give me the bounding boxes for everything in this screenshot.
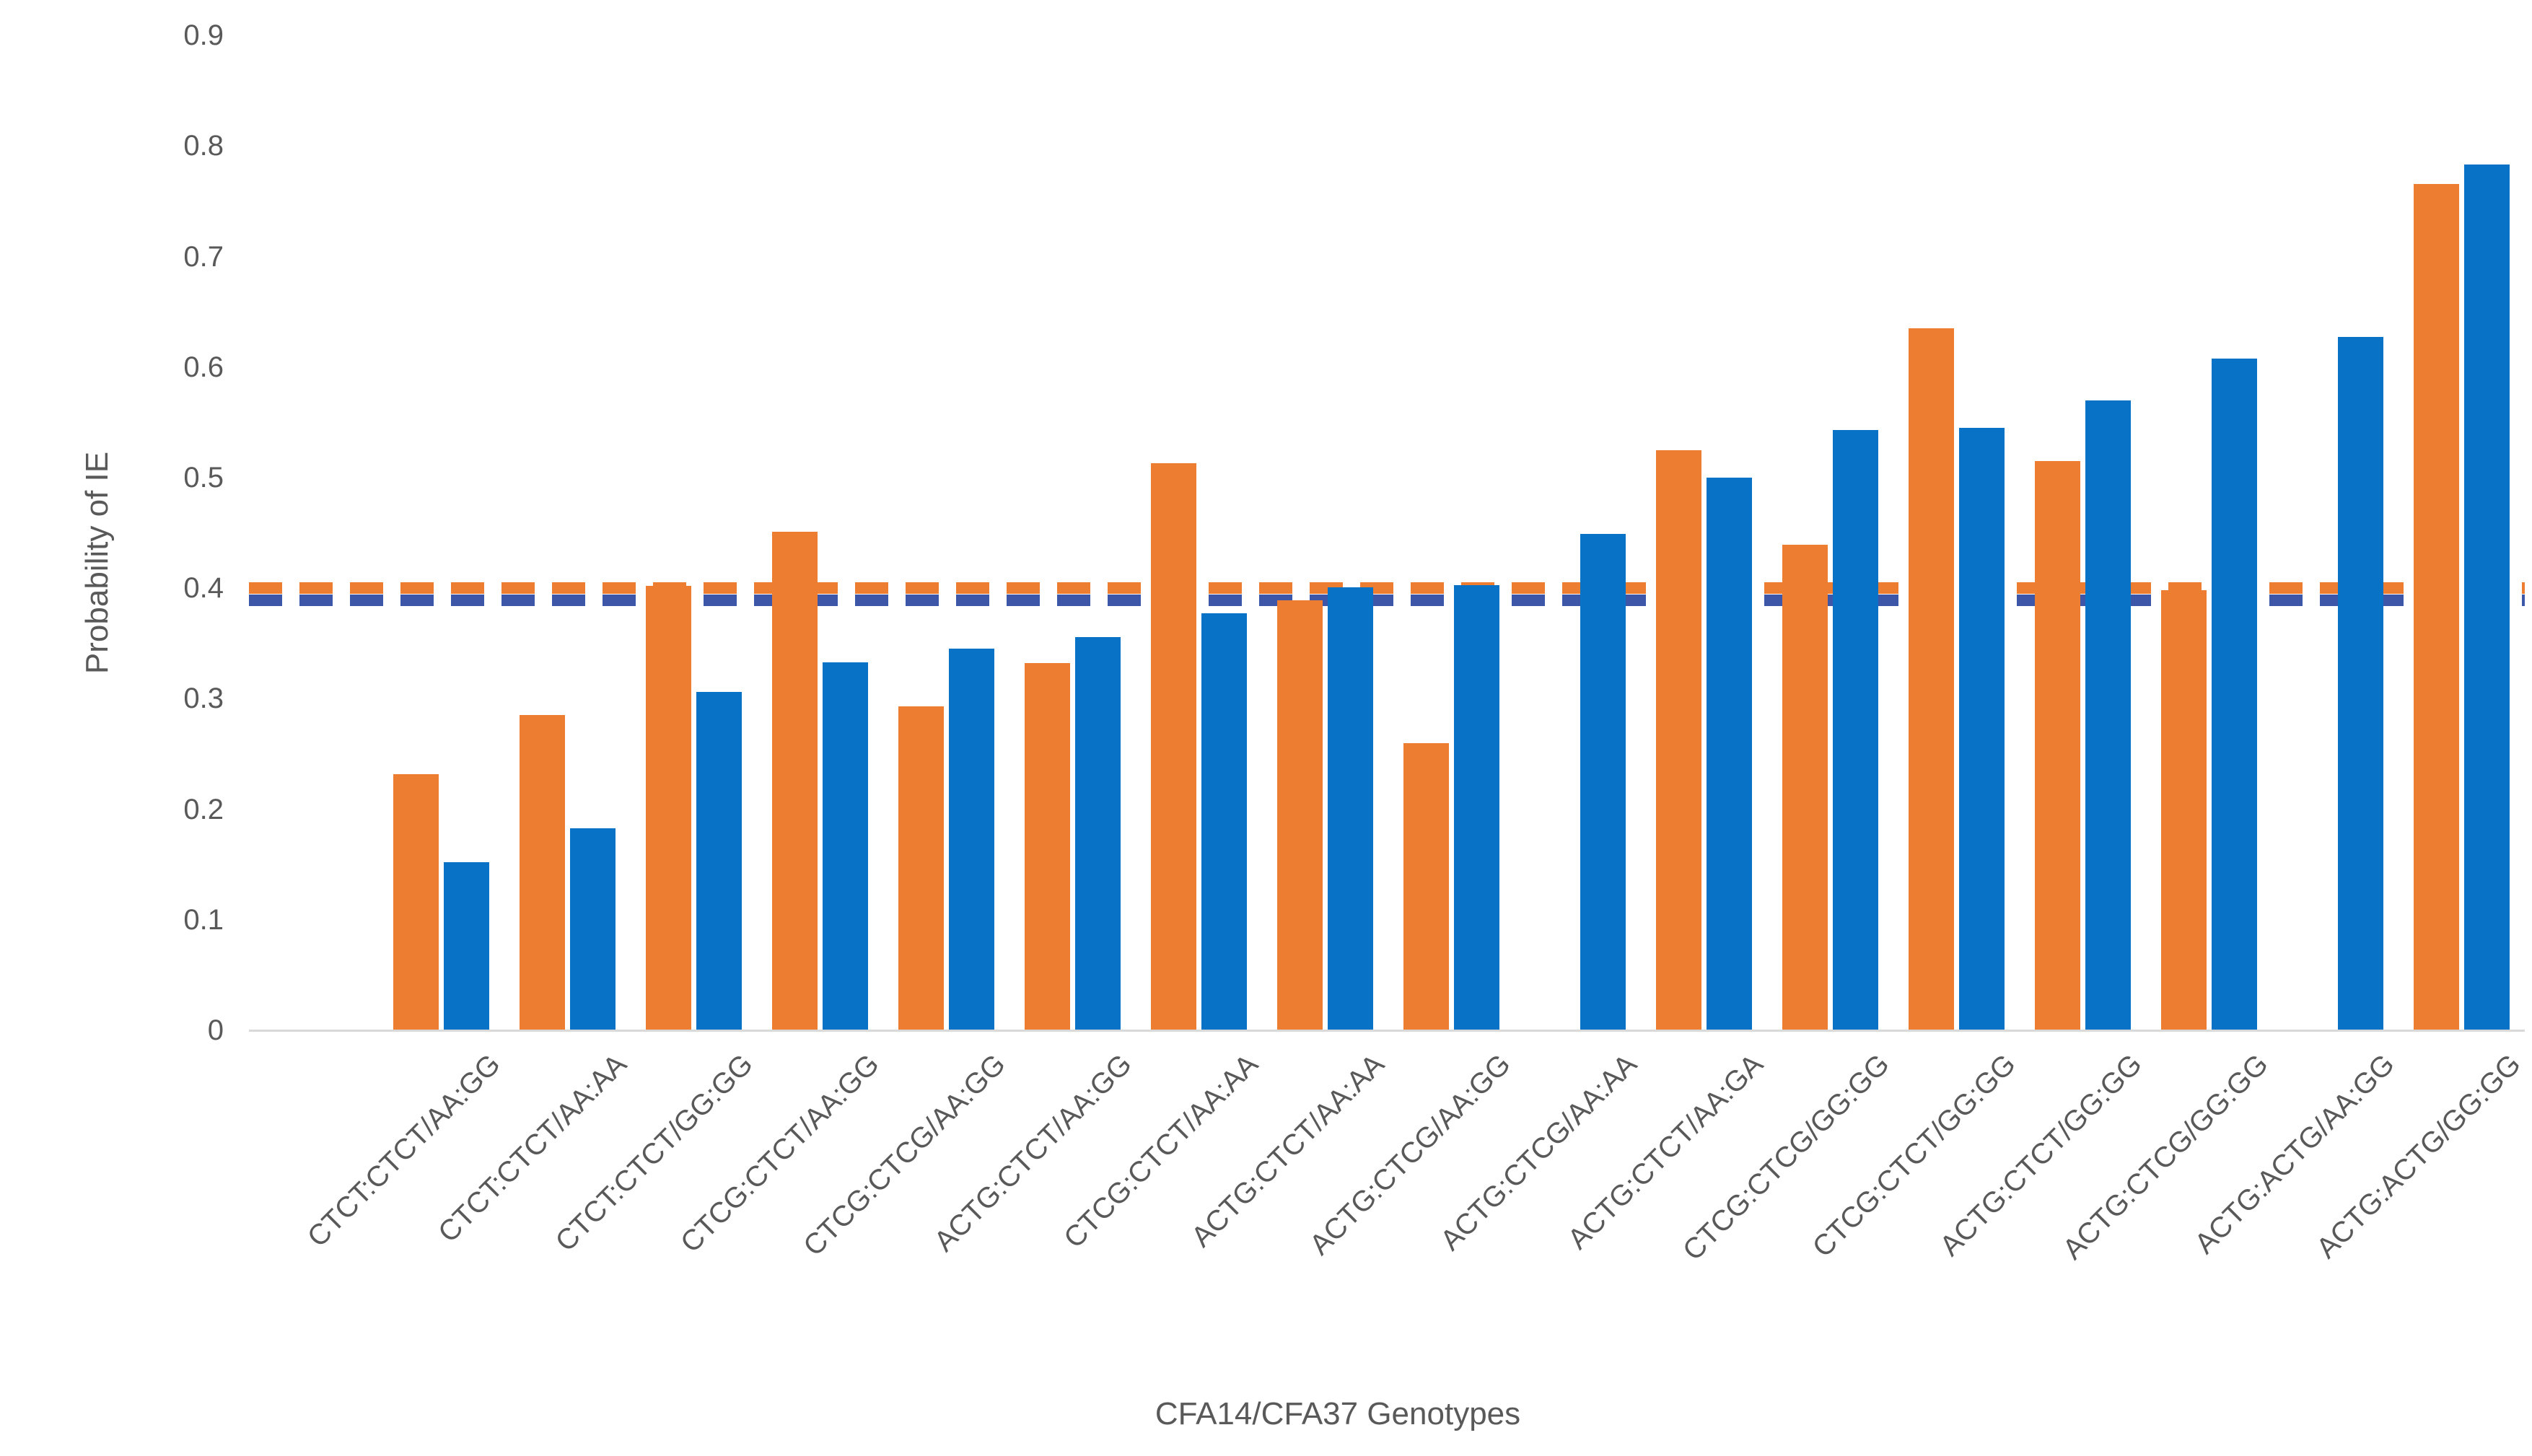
bar-orange xyxy=(1782,545,1828,1030)
y-tick-label: 0.5 xyxy=(183,462,224,494)
bar-orange xyxy=(1909,328,1954,1030)
bar-blue xyxy=(444,862,489,1030)
y-tick-label: 0.1 xyxy=(183,903,224,936)
y-tick-label: 0.7 xyxy=(183,240,224,273)
y-tick-label: 0.2 xyxy=(183,793,224,825)
x-axis-line xyxy=(249,1030,2525,1032)
bar-orange xyxy=(2035,461,2080,1030)
y-tick-label: 0.6 xyxy=(183,351,224,383)
bar-orange xyxy=(898,706,944,1030)
bar-orange xyxy=(393,773,439,1030)
bar-blue xyxy=(823,662,868,1030)
bar-blue xyxy=(570,828,616,1030)
blue-dashed-line xyxy=(249,595,2525,607)
y-tick-label: 0.8 xyxy=(183,130,224,162)
bar-blue xyxy=(2338,337,2383,1030)
y-axis-title: Probability of IE xyxy=(79,451,115,675)
bar-orange xyxy=(1025,663,1070,1030)
y-tick-label: 0 xyxy=(207,1014,224,1046)
bar-blue xyxy=(2212,358,2257,1030)
bar-blue xyxy=(1580,534,1626,1030)
bar-orange xyxy=(772,532,818,1030)
bar-blue xyxy=(949,649,994,1030)
bar-blue xyxy=(1959,428,2005,1030)
y-tick-label: 0.4 xyxy=(183,572,224,605)
bar-blue xyxy=(2085,400,2131,1030)
bar-orange xyxy=(1656,449,1701,1030)
bar-orange xyxy=(646,586,691,1030)
bar-blue xyxy=(1201,613,1247,1030)
bar-orange xyxy=(520,715,565,1030)
plot-area xyxy=(249,22,2525,1032)
bar-blue xyxy=(1328,587,1373,1030)
bar-blue xyxy=(1833,430,1878,1030)
bar-orange xyxy=(1277,600,1323,1030)
bar-blue xyxy=(696,692,742,1030)
bar-orange xyxy=(2161,590,2207,1030)
y-tick-label: 0.3 xyxy=(183,683,224,715)
orange-dashed-line xyxy=(249,582,2525,595)
bar-blue xyxy=(1707,478,1752,1030)
bar-blue xyxy=(1454,584,1499,1030)
x-axis-title: CFA14/CFA37 Genotypes xyxy=(1155,1396,1521,1431)
y-tick-label: 0.9 xyxy=(183,19,224,52)
bar-blue xyxy=(1075,636,1121,1030)
bar-blue xyxy=(2464,165,2510,1030)
bar-orange xyxy=(1151,463,1196,1030)
bar-orange xyxy=(2414,183,2459,1030)
bar-orange xyxy=(1403,742,1449,1030)
